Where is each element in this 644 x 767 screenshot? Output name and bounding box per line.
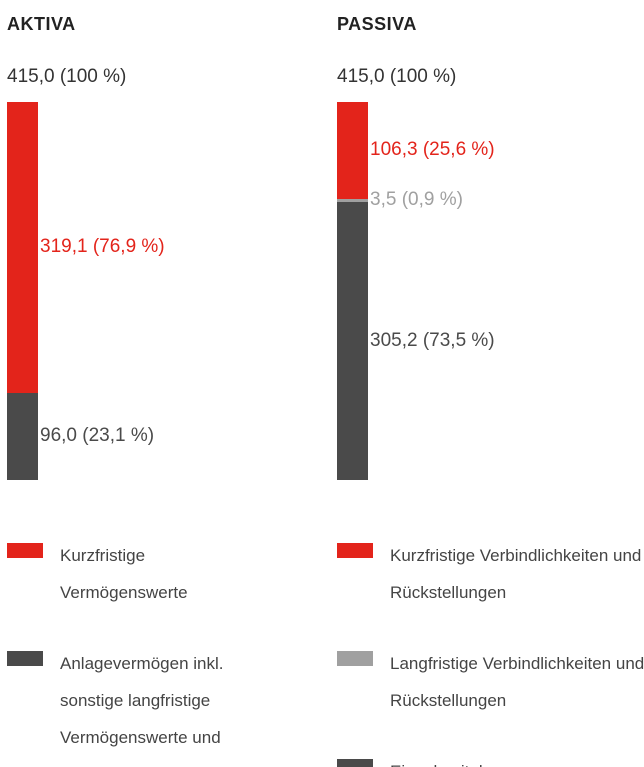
legend-swatch (337, 543, 373, 558)
legend-text: Kurzfristige Verbindlichkeiten und Rücks… (390, 546, 642, 602)
value-label: 96,0 (23,1 %) (40, 425, 155, 447)
legend-text: Kurzfristige Vermögenswerte (60, 546, 188, 602)
legend-text: Langfristige Verbindlichkeiten und Rücks… (390, 654, 644, 710)
legend-swatch (337, 651, 373, 666)
chart-title: PASSIVA (337, 14, 417, 34)
bar-segment (337, 102, 368, 199)
legend-swatch (337, 759, 373, 767)
bar-segment (337, 198, 368, 202)
bar-segment (337, 202, 368, 480)
legend-text: Anlagevermögen inkl. sonstige langfristi… (60, 654, 224, 747)
chart-title: AKTIVA (7, 14, 76, 34)
legend-text: Eigenkapital (390, 753, 644, 767)
value-label: 106,3 (25,6 %) (370, 139, 495, 161)
legend-swatch (7, 651, 43, 666)
value-label: 3,5 (0,9 %) (370, 189, 463, 211)
total-label: 415,0 (100 %) (337, 66, 457, 87)
bar-segment (7, 392, 38, 481)
value-label: 319,1 (76,9 %) (40, 236, 165, 258)
total-label: 415,0 (100 %) (7, 66, 127, 87)
legend-swatch (7, 543, 43, 558)
value-label: 305,2 (73,5 %) (370, 330, 495, 351)
bar-segment (7, 102, 38, 393)
